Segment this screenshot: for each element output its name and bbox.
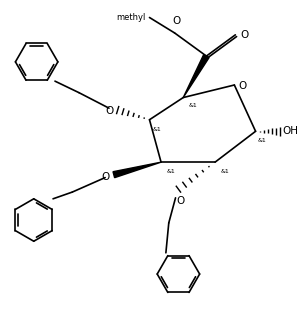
- Text: O: O: [176, 196, 184, 206]
- Text: O: O: [102, 171, 110, 181]
- Text: O: O: [172, 16, 181, 26]
- Text: methyl: methyl: [116, 13, 146, 22]
- Text: O: O: [240, 30, 248, 40]
- Text: &1: &1: [220, 169, 229, 174]
- Text: O: O: [238, 81, 246, 91]
- Text: O: O: [106, 106, 114, 116]
- Polygon shape: [113, 162, 161, 178]
- Polygon shape: [183, 55, 209, 98]
- Text: &1: &1: [188, 103, 197, 108]
- Text: OH: OH: [283, 126, 299, 136]
- Text: &1: &1: [153, 127, 161, 132]
- Text: &1: &1: [166, 169, 175, 174]
- Text: &1: &1: [258, 139, 267, 144]
